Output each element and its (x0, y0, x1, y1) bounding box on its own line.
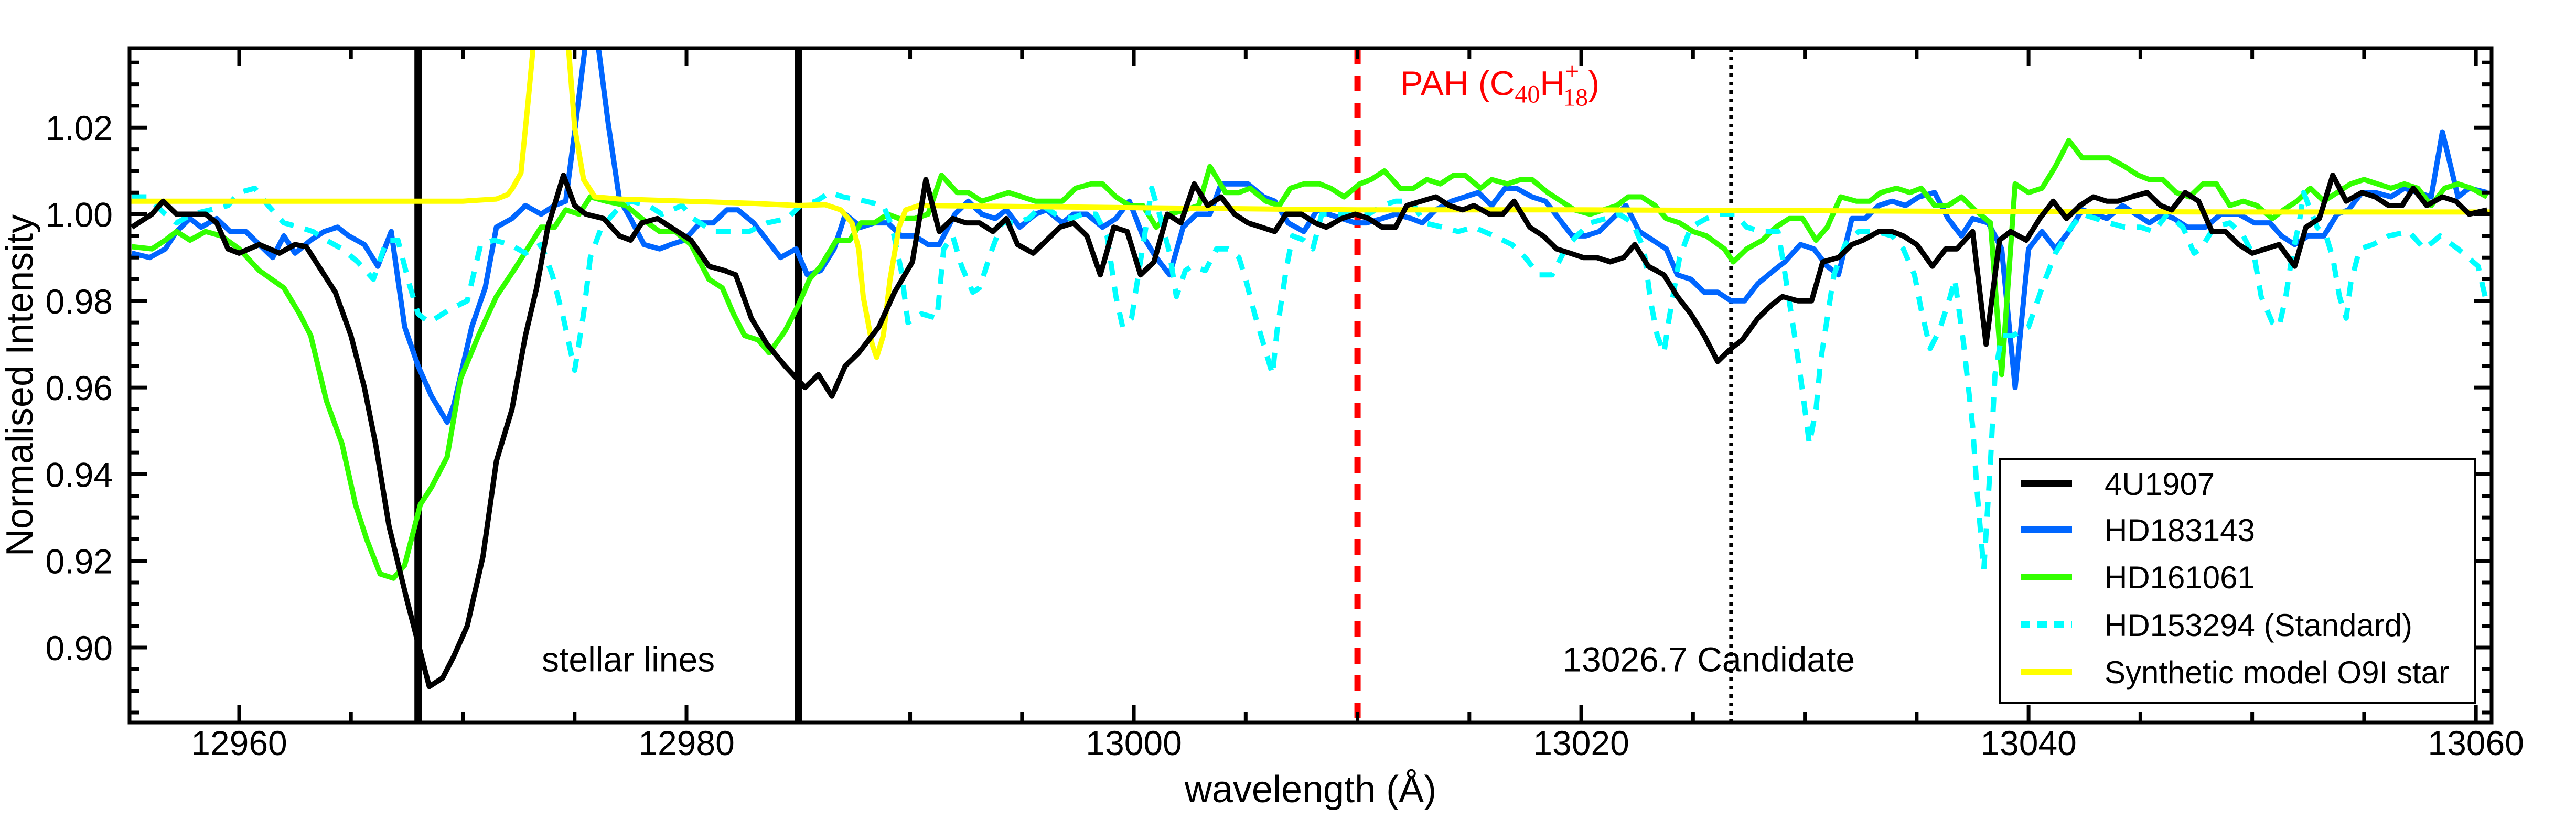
y-tick-label: 1.02 (46, 109, 113, 147)
y-tick-label: 0.96 (46, 369, 113, 407)
legend-label-0: 4U1907 (2105, 467, 2215, 502)
series-line-4 (130, 48, 2492, 360)
series-line-1 (131, 48, 2488, 425)
plot-frame (127, 46, 2494, 725)
pah-label: PAH (C40H+ 18) (1400, 57, 1600, 111)
series-line-0 (130, 173, 2488, 689)
legend-label-3: HD153294 (Standard) (2105, 608, 2412, 643)
pah-sub-hydrogen: 18 (1563, 83, 1588, 111)
x-tick-label: 13000 (1086, 724, 1182, 762)
legend-label-2: HD161061 (2105, 560, 2255, 595)
x-tick-label: 13060 (2428, 724, 2524, 762)
series-line-2 (131, 138, 2488, 581)
x-axis-title: wavelength (Å) (1184, 769, 1436, 811)
pah-sub-carbon: 40 (1515, 80, 1540, 108)
legend-label-1: HD183143 (2105, 513, 2255, 548)
candidate-label: 13026.7 Candidate (1562, 640, 1855, 678)
y-tick-label: 0.92 (46, 542, 113, 581)
y-axis-title: Normalised Intensity (0, 214, 41, 556)
x-tick-label: 13020 (1533, 724, 1629, 762)
series-line-3 (132, 186, 2490, 573)
legend-label-4: Synthetic model O9I star (2105, 655, 2449, 690)
legend-box (1999, 458, 2476, 704)
pah-suffix: ) (1588, 63, 1600, 102)
reference-lines (414, 48, 1733, 723)
series-group (130, 48, 2492, 689)
y-tick-label: 0.98 (46, 282, 113, 321)
x-tick-label: 12960 (191, 724, 287, 762)
tick-labels: 12960 12980 13000 13020 13040 13060 0.90 0.92 0.… (46, 109, 2524, 762)
x-tick-label: 12980 (638, 724, 735, 762)
y-tick-label: 1.00 (46, 196, 113, 234)
legend: 4U1907 HD183143 HD161061 HD153294 (Standard… (1999, 458, 2476, 704)
pah-mid: H (1540, 63, 1565, 102)
y-tick-label: 0.90 (46, 629, 113, 667)
pah-prefix: PAH (C (1400, 63, 1515, 102)
x-tick-label: 13040 (1980, 724, 2077, 762)
pah-superscript: + (1565, 57, 1579, 85)
stellar-lines-label: stellar lines (542, 640, 715, 678)
y-tick-label: 0.94 (46, 455, 113, 494)
